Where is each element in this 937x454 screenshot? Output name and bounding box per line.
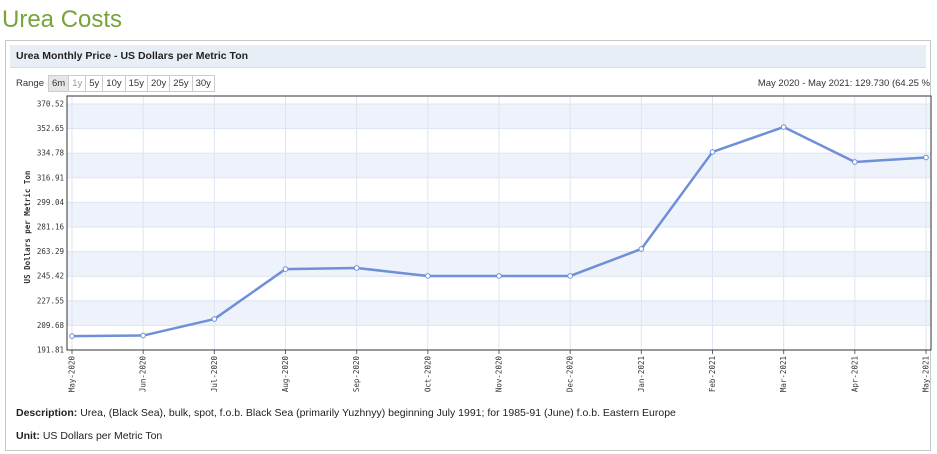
range-button[interactable]: 25y <box>169 75 193 92</box>
description: Description: Urea, (Black Sea), bulk, sp… <box>16 407 676 419</box>
range-button[interactable]: 6m <box>48 75 70 92</box>
description-text: Urea, (Black Sea), bulk, spot, f.o.b. Bl… <box>80 407 676 419</box>
unit-label: Unit: <box>16 430 40 442</box>
range-button[interactable]: 1y <box>68 75 87 92</box>
panel-title: Urea Monthly Price - US Dollars per Metr… <box>10 45 926 68</box>
page-title: Urea Costs <box>2 6 123 33</box>
change-summary: May 2020 - May 2021: 129.730 (64.25 % <box>757 78 930 89</box>
range-button[interactable]: 30y <box>191 75 215 92</box>
range-label: Range <box>16 78 44 89</box>
range-button[interactable]: 20y <box>146 75 171 92</box>
unit: Unit: US Dollars per Metric Ton <box>16 430 162 442</box>
range-button[interactable]: 15y <box>124 75 148 92</box>
panel: Urea Monthly Price - US Dollars per Metr… <box>5 40 931 451</box>
range-button[interactable]: 10y <box>102 75 126 92</box>
range-bar: Range 6m 1y 5y 10y 15y 20y 25y 30y <box>16 75 215 92</box>
range-button[interactable]: 5y <box>85 75 104 92</box>
panel-title-text: Urea Monthly Price - US Dollars per Metr… <box>16 50 249 62</box>
unit-text: US Dollars per Metric Ton <box>42 430 163 442</box>
description-label: Description: <box>16 407 78 419</box>
